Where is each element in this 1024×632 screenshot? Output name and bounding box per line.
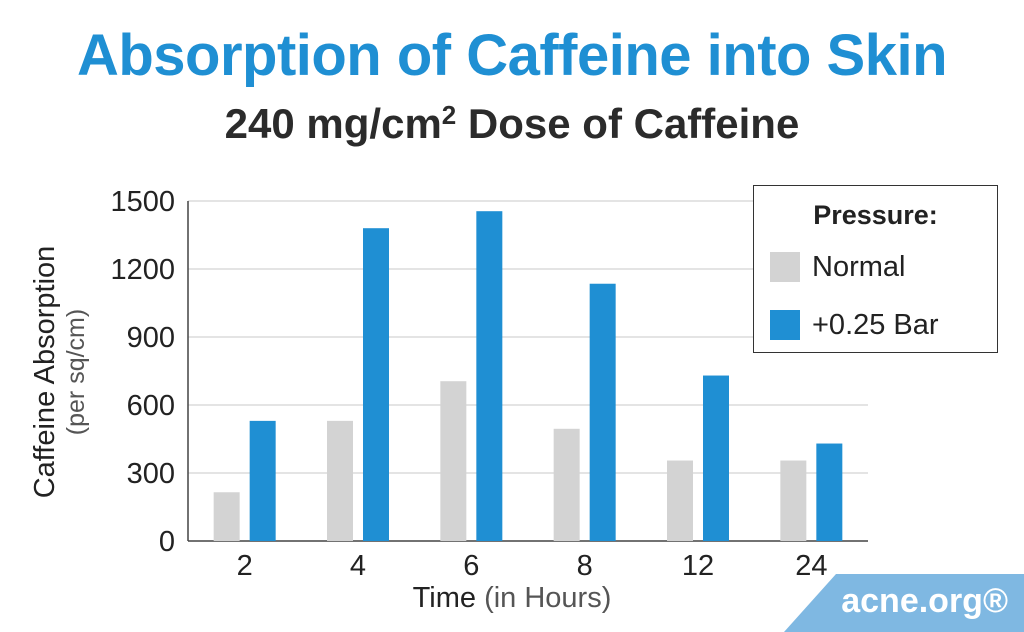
legend: Pressure: Normal +0.25 Bar — [753, 185, 998, 353]
legend-item-normal: Normal — [770, 250, 905, 284]
bar-pressure — [476, 211, 503, 541]
bar-normal — [440, 381, 467, 541]
y-tick-label: 600 — [127, 390, 175, 422]
bar-normal — [553, 428, 580, 541]
x-tick-label: 24 — [795, 550, 827, 582]
bar-pressure — [589, 283, 616, 541]
x-tick-label: 8 — [577, 550, 593, 582]
bar-normal — [213, 492, 240, 541]
bar-pressure — [363, 228, 389, 541]
x-tick-label: 4 — [350, 550, 366, 582]
bar-pressure — [249, 420, 276, 541]
y-tick-label: 300 — [127, 458, 175, 490]
legend-label-pressure: +0.25 Bar — [812, 308, 939, 341]
y-tick-label: 0 — [159, 526, 175, 558]
y-tick-label: 1200 — [110, 254, 175, 286]
x-tick-label: 2 — [237, 550, 253, 582]
y-tick-label: 1500 — [110, 186, 175, 218]
x-tick-label: 6 — [463, 550, 479, 582]
chart-title: Absorption of Caffeine into Skin — [76, 23, 948, 88]
bar-pressure — [703, 375, 729, 541]
brand-logo: acne.org® — [784, 574, 1024, 632]
x-axis-label: Time (in Hours) — [412, 582, 612, 614]
bar-normal — [327, 420, 353, 541]
legend-swatch-pressure — [770, 310, 800, 340]
legend-label-normal: Normal — [812, 250, 906, 283]
legend-title: Pressure: — [813, 200, 938, 230]
y-tick-label: 900 — [127, 322, 175, 354]
legend-swatch-normal — [770, 252, 800, 282]
bar-normal — [667, 460, 693, 541]
x-tick-label: 12 — [682, 550, 714, 582]
legend-item-pressure: +0.25 Bar — [770, 308, 939, 342]
bar-normal — [780, 460, 807, 541]
chart-subtitle: 240 mg/cm2 Dose of Caffeine — [224, 100, 800, 147]
bar-pressure — [816, 443, 843, 541]
